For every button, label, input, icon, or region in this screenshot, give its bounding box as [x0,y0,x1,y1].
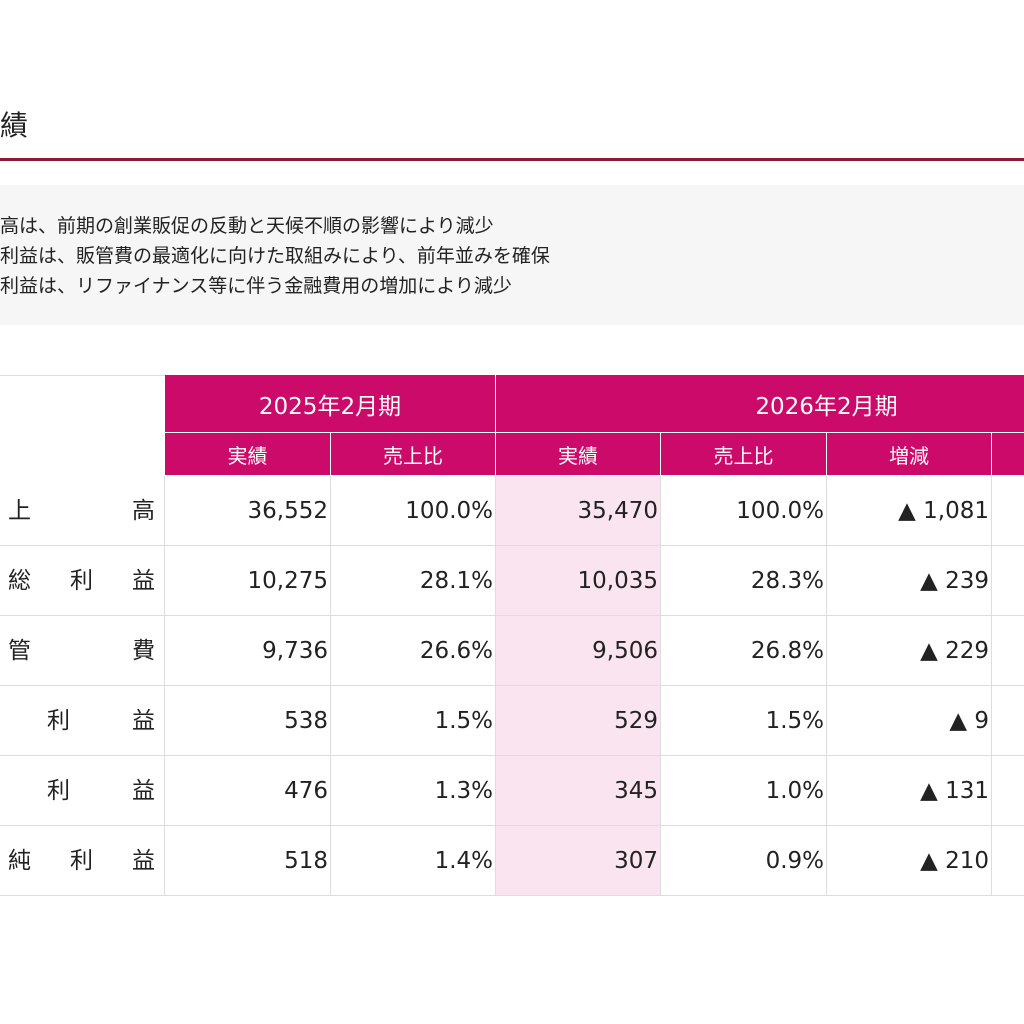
summary-line: 利益は、リファイナンス等に伴う金融費用の増加により減少 [0,275,512,297]
row-label: 管費 [8,616,165,686]
header-group: 2026年2月期 [496,375,1024,433]
subheader: 実績 [165,433,331,476]
subheader: 増減 [827,433,992,476]
label-border [0,895,165,896]
summary-line: 高は、前期の創業販促の反動と天候不順の影響により減少 [0,215,494,237]
table-cell: 345 [496,756,661,826]
label-border [164,686,165,756]
table-cell: 1.5% [331,686,496,756]
table-cell [992,476,1024,546]
table-cell: ▲ 229 [827,616,992,686]
table-cell [992,546,1024,616]
table-cell: ▲ 131 [827,756,992,826]
table-cell: 529 [496,686,661,756]
table-cell: ▲ 1,081 [827,476,992,546]
label-border [0,685,165,686]
table-cell: 10,275 [165,546,331,616]
table-cell: 1.4% [331,826,496,896]
label-border [164,476,165,546]
highlight-column [496,476,661,896]
label-border [164,826,165,896]
title-rule [0,158,1024,161]
summary-box [0,185,1024,325]
table-cell: 1.0% [661,756,827,826]
row-label: 上高 [8,476,165,546]
label-border [0,825,165,826]
table-cell: 100.0% [331,476,496,546]
table-cell: 476 [165,756,331,826]
table-cell: 35,470 [496,476,661,546]
slide-title: 績 [0,109,29,142]
table-cell: 10,035 [496,546,661,616]
summary-line: 利益は、販管費の最適化に向けた取組みにより、前年並みを確保 [0,245,550,267]
table-cell: 1.3% [331,756,496,826]
subheader: 売上比 [661,433,827,476]
table-cell: ▲ 239 [827,546,992,616]
header-group: 2025年2月期 [165,375,496,433]
table-cell: 0.9% [661,826,827,896]
subheader: 売上比 [331,433,496,476]
label-border [164,546,165,616]
table-cell: 26.6% [331,616,496,686]
table-cell: 28.1% [331,546,496,616]
table-cell: 307 [496,826,661,896]
table-cell [992,756,1024,826]
row-label: 純利益 [8,826,165,896]
row-label: 利益 [47,756,165,826]
table-cell [992,616,1024,686]
table-cell: 28.3% [661,546,827,616]
table-cell: 9,506 [496,616,661,686]
table-cell: 9,736 [165,616,331,686]
table-top-line [0,375,165,376]
subheader: 実績 [496,433,661,476]
subheader [992,433,1024,476]
row-label: 利益 [47,686,165,756]
label-border [0,755,165,756]
row-label: 総利益 [8,546,165,616]
label-border [0,615,165,616]
table-cell [992,686,1024,756]
table-cell: 538 [165,686,331,756]
table-cell: 518 [165,826,331,896]
label-border [164,616,165,686]
label-border [0,545,165,546]
table-cell: 36,552 [165,476,331,546]
table-cell: 26.8% [661,616,827,686]
table-cell: ▲ 9 [827,686,992,756]
table-cell: 100.0% [661,476,827,546]
table-cell [992,826,1024,896]
table-cell: 1.5% [661,686,827,756]
table-cell: ▲ 210 [827,826,992,896]
label-border [164,756,165,826]
